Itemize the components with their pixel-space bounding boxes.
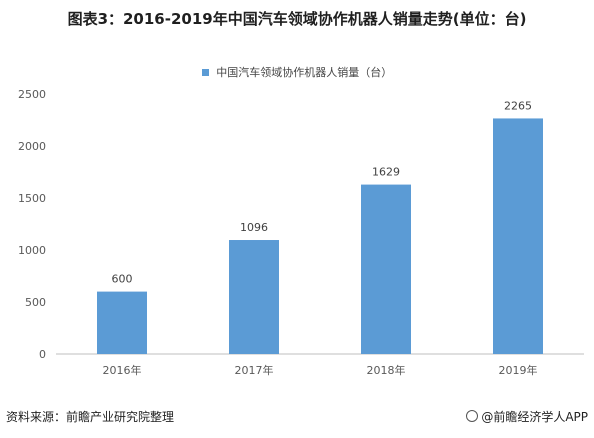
bar-2016年 [97, 291, 147, 354]
x-tick-label: 2017年 [235, 363, 274, 377]
chart-title: 图表3：2016-2019年中国汽车领域协作机器人销量走势(单位：台) [67, 10, 527, 28]
bar-2019年 [493, 118, 543, 354]
y-tick-label: 2000 [18, 140, 46, 153]
y-tick-label: 2500 [18, 88, 46, 101]
brand-logo-icon [466, 410, 479, 422]
brand-credit: @前瞻经济学人APP [466, 408, 588, 425]
x-tick-label: 2018年 [367, 363, 406, 377]
y-tick-label: 500 [25, 296, 46, 309]
legend-swatch [201, 68, 209, 76]
legend: 中国汽车领域协作机器人销量（台） [0, 64, 594, 80]
y-tick-label: 0 [39, 348, 46, 361]
data-label: 600 [112, 273, 133, 286]
y-tick-label: 1500 [18, 192, 46, 205]
source-note: 资料来源：前瞻产业研究院整理 [6, 410, 175, 424]
bar-2018年 [361, 184, 411, 354]
legend-label: 中国汽车领域协作机器人销量（台） [216, 66, 393, 79]
y-tick-label: 1000 [18, 244, 46, 257]
data-label: 2265 [504, 99, 532, 112]
x-tick-label: 2016年 [103, 363, 142, 377]
brand-label: @前瞻经济学人APP [481, 410, 588, 424]
data-label: 1096 [240, 221, 268, 234]
x-tick-label: 2019年 [499, 363, 538, 377]
data-label: 1629 [372, 166, 400, 179]
bar-2017年 [229, 240, 279, 354]
